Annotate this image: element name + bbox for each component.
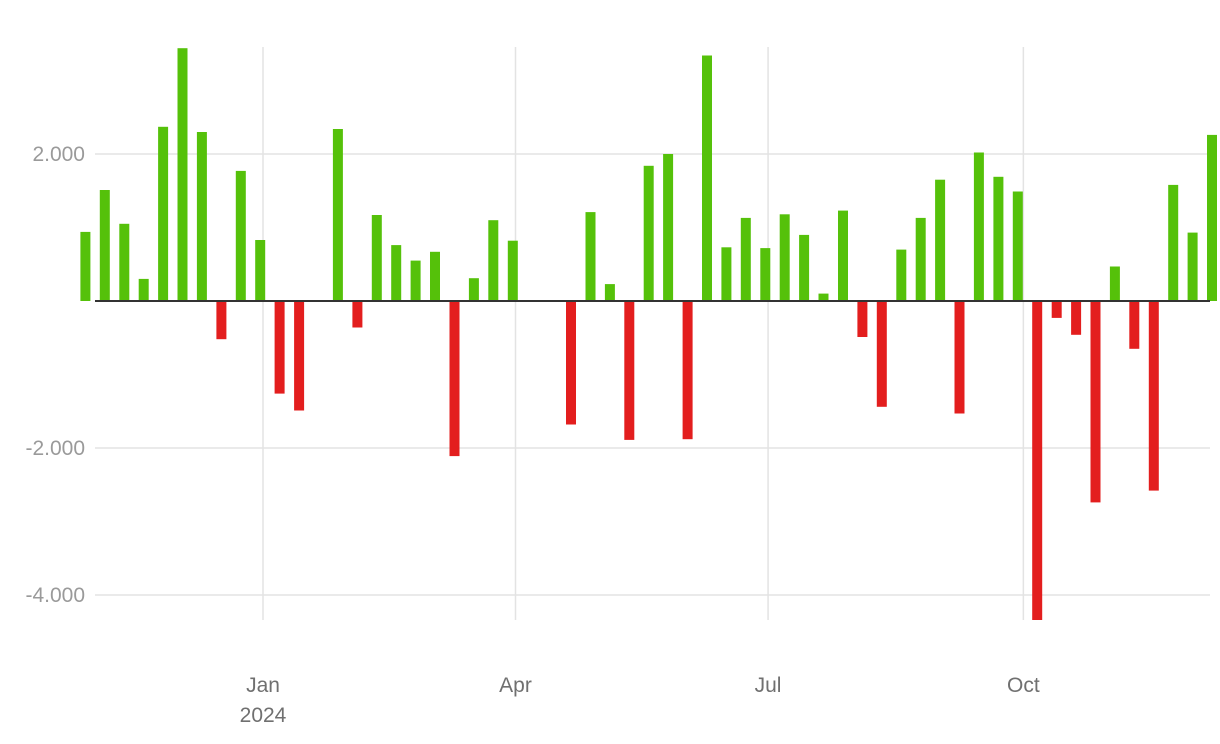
bar-negative [857,301,868,337]
bar-positive [915,217,926,301]
bar-positive [1012,191,1023,301]
bar-positive [1187,232,1198,301]
bar-positive [973,152,984,301]
bar-positive [410,260,421,301]
bar-positive [332,129,343,301]
bar-positive [779,214,790,301]
bar-negative [566,301,576,425]
bar-positive [99,190,110,301]
bar-positive [196,132,207,301]
bar-negative [624,301,635,440]
bar-negative [1051,301,1062,318]
y-tick-label: 2.000 [32,143,85,166]
x-tick-label: Jan [246,674,280,697]
bar-negative [1148,301,1159,491]
bar-positive [235,170,246,301]
y-tick-label: -4.000 [25,584,85,607]
x-tick-sublabel: 2024 [240,704,287,727]
bar-negative [1071,301,1082,335]
bar-positive [430,251,440,301]
bar-positive [896,249,907,301]
bar-positive [935,179,946,301]
bar-negative [449,301,460,457]
labels-layer: 2.000 -2.000 -4.000 Jan 2024 Apr Jul Oct [25,143,1039,727]
bar-positive [760,248,771,301]
bar-positive [818,293,829,301]
x-tick-label: Oct [1007,674,1040,697]
bar-positive [663,154,674,301]
bar-positive [158,126,169,301]
bar-negative [216,301,227,340]
bar-positive [604,284,615,301]
bar-negative [682,301,693,440]
bar-positive [721,247,732,301]
bar-negative [294,301,305,411]
bar-negative [954,301,965,414]
bar-negative [274,301,285,394]
bar-positive [838,210,848,301]
bar-positive [391,245,402,301]
bar-positive [740,217,751,301]
bar-positive [702,55,712,301]
bar-negative [1129,301,1140,349]
bar-negative [352,301,363,328]
bar-negative [1032,301,1043,620]
bar-positive [255,240,266,301]
bar-positive [799,234,810,301]
x-tick-label: Jul [755,674,782,697]
bar-positive [371,215,382,301]
y-tick-label: -2.000 [25,437,85,460]
bar-positive [585,212,596,301]
bars-layer [80,48,1217,620]
bar-positive [468,278,479,301]
bar-positive [1168,184,1179,301]
bar-positive [138,278,149,301]
bar-positive [1109,266,1120,301]
bar-positive [488,220,499,301]
bar-negative [876,301,887,407]
grid-layer [95,47,1210,620]
x-tick-label: Apr [499,674,532,697]
bar-negative [1090,301,1101,503]
bar-positive [643,165,654,301]
bar-positive [80,231,91,301]
bar-positive [119,223,130,301]
bar-positive [993,176,1004,301]
bar-positive [507,240,518,301]
bar-positive [1207,134,1217,301]
bar-positive [177,48,188,302]
